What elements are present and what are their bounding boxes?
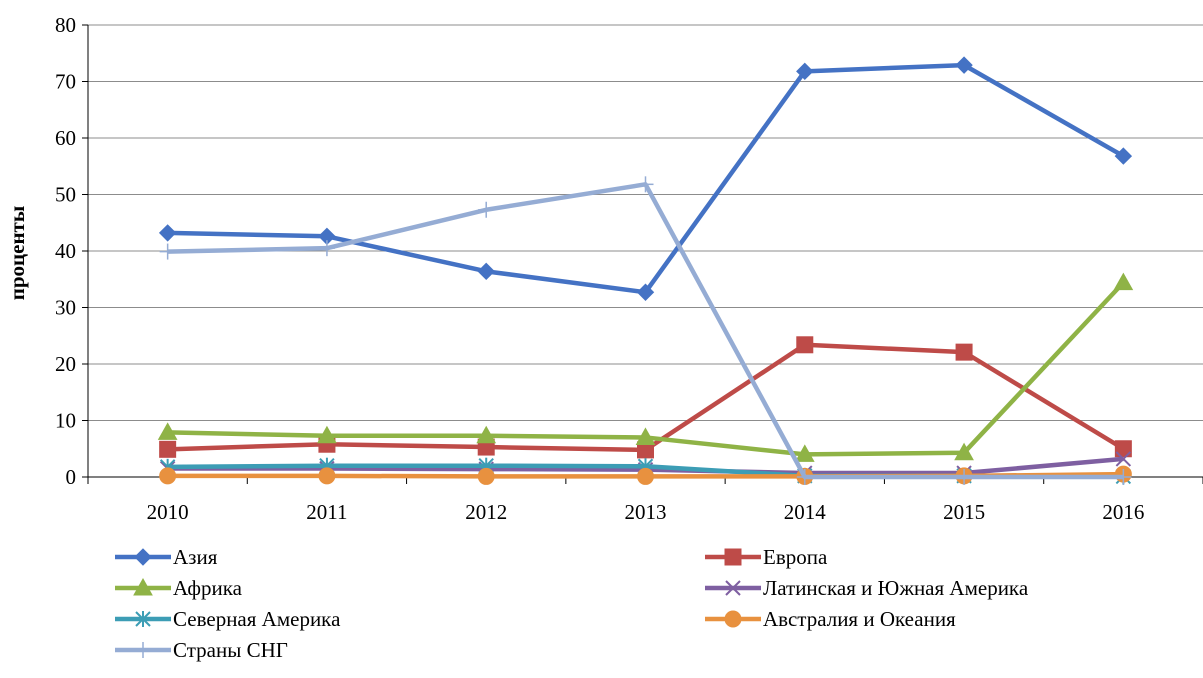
legend-item: Австралия и Океания — [705, 607, 956, 631]
series-3 — [157, 272, 1134, 462]
legend-swatch-marker — [134, 548, 152, 566]
x-tick-label: 2010 — [147, 500, 189, 524]
legend-label: Латинская и Южная Америка — [763, 576, 1029, 600]
data-point-diamond — [955, 56, 973, 74]
series-1 — [158, 56, 1133, 301]
x-tick-label: 2016 — [1102, 500, 1144, 524]
legend-label: Северная Америка — [173, 607, 341, 631]
legend-label: Австралия и Океания — [763, 607, 956, 631]
legend-item: Латинская и Южная Америка — [705, 576, 1029, 600]
y-tick-label: 0 — [66, 465, 77, 489]
data-point-plus — [478, 201, 495, 218]
legend: Азия Европа Африка Латинская и Южная Америк… — [115, 545, 1029, 662]
x-tick-label: 2012 — [465, 500, 507, 524]
legend-label: Африка — [173, 576, 243, 600]
legend-swatch-marker — [724, 548, 742, 566]
data-point-plus — [796, 469, 813, 485]
legend-swatch-marker — [725, 580, 741, 596]
y-tick-label: 20 — [55, 352, 76, 376]
y-tick-label: 40 — [55, 239, 76, 263]
y-tick-label: 70 — [55, 70, 76, 94]
legend-item: Африка — [115, 576, 243, 600]
x-tick-label: 2011 — [306, 500, 347, 524]
data-point-diamond — [1114, 147, 1133, 165]
series-2 — [159, 336, 1132, 459]
y-tick-label: 80 — [55, 13, 76, 37]
legend-label: Азия — [173, 545, 218, 569]
series-lines — [157, 56, 1134, 485]
series-7 — [159, 176, 1132, 485]
data-point-circle — [318, 467, 336, 485]
legend-item: Страны СНГ — [115, 638, 288, 662]
data-point-circle — [637, 467, 654, 485]
legend-swatch-marker — [135, 611, 151, 627]
y-tick-label: 30 — [55, 296, 76, 320]
data-point-triangle — [317, 425, 337, 444]
data-point-triangle — [1113, 272, 1134, 291]
x-tick-label: 2013 — [625, 500, 667, 524]
data-point-diamond — [477, 262, 495, 281]
data-point-square — [796, 336, 814, 354]
legend-swatch-marker — [133, 577, 153, 596]
data-point-diamond — [796, 62, 814, 81]
legend-swatch-marker — [724, 610, 742, 628]
data-point-circle — [159, 467, 177, 485]
data-point-diamond — [636, 283, 655, 301]
legend-item: Европа — [705, 545, 828, 569]
data-point-triangle — [635, 427, 656, 445]
data-point-triangle — [157, 422, 178, 440]
data-point-square — [159, 440, 177, 458]
legend-label: Европа — [763, 545, 828, 569]
y-tick-label: 60 — [55, 126, 76, 150]
y-tick-label: 10 — [55, 409, 76, 433]
data-point-square — [955, 343, 973, 361]
legend-item: Азия — [115, 545, 218, 569]
data-point-plus — [956, 469, 973, 485]
y-tick-label: 50 — [55, 183, 76, 207]
data-point-plus — [637, 176, 654, 193]
legend-item: Северная Америка — [115, 607, 341, 631]
data-point-triangle — [476, 425, 497, 444]
data-point-plus — [159, 243, 176, 260]
data-point-diamond — [158, 224, 177, 242]
data-point-circle — [477, 467, 495, 485]
data-point-x — [1115, 451, 1132, 467]
legend-swatch-marker — [135, 642, 151, 658]
data-point-plus — [1115, 469, 1132, 485]
legend-label: Страны СНГ — [173, 638, 288, 662]
y-axis-title: проценты — [5, 206, 29, 301]
data-point-plus — [318, 240, 335, 257]
axes: 0 10 20 30 40 50 60 70 80 2010 2011 2012 2013 2014 201… — [55, 13, 1203, 524]
x-tick-label: 2015 — [943, 500, 985, 524]
gridlines — [88, 24, 1203, 421]
data-point-triangle — [794, 444, 815, 462]
x-tick-label: 2014 — [784, 500, 827, 524]
data-point-triangle — [954, 442, 974, 461]
data-point-square — [1114, 440, 1132, 458]
